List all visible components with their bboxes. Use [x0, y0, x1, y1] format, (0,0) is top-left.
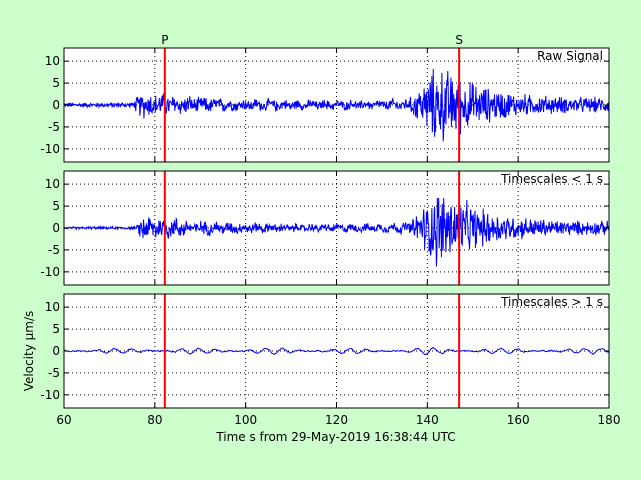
phase-label-p: P	[161, 33, 168, 47]
signal-trace	[64, 197, 609, 267]
x-tick-label: 80	[147, 413, 162, 427]
panel-raw-signal: -10 -5 0 5 10 Raw Signal	[40, 47, 610, 163]
panel-title: Timescales < 1 s	[500, 172, 603, 186]
signal-trace	[64, 346, 609, 356]
y-tick-label: 10	[45, 177, 60, 191]
panel-timescales-long: -10 -5 0 5 10 Timescales > 1 s 60 80 100 120 140 16…	[40, 293, 621, 427]
y-tick-label: -5	[48, 243, 60, 257]
x-axis-label: Time s from 29-May-2019 16:38:44 UTC	[215, 430, 455, 444]
x-tick-label: 120	[325, 413, 348, 427]
y-tick-label: 10	[45, 54, 60, 68]
y-tick-label: -10	[40, 142, 60, 156]
panel-title: Timescales > 1 s	[500, 295, 603, 309]
y-tick-label: -10	[40, 388, 60, 402]
panel-title: Raw Signal	[537, 49, 603, 63]
y-tick-label: -10	[40, 265, 60, 279]
x-tick-label: 140	[416, 413, 439, 427]
y-tick-label: 5	[52, 199, 60, 213]
y-tick-label: -5	[48, 120, 60, 134]
x-tick-label: 160	[507, 413, 530, 427]
x-tick-label: 180	[598, 413, 621, 427]
signal-trace	[64, 68, 609, 142]
x-tick-label: 100	[234, 413, 257, 427]
y-axis-label: Velocity µm/s	[22, 311, 36, 392]
panel-timescales-short: -10 -5 0 5 10 Timescales < 1 s	[40, 170, 610, 286]
x-tick-label: 60	[56, 413, 71, 427]
y-tick-label: 0	[52, 344, 60, 358]
y-tick-label: 0	[52, 221, 60, 235]
y-tick-label: 5	[52, 322, 60, 336]
y-tick-label: -5	[48, 366, 60, 380]
y-tick-label: 10	[45, 300, 60, 314]
y-tick-label: 5	[52, 76, 60, 90]
phase-label-s: S	[455, 33, 463, 47]
y-tick-label: 0	[52, 98, 60, 112]
